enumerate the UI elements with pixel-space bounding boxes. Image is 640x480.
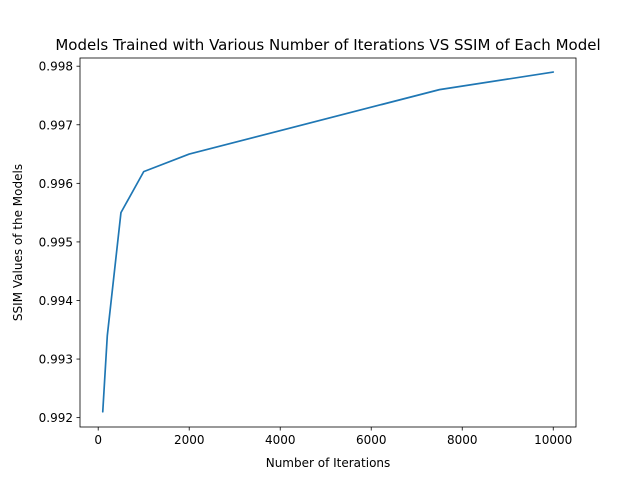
x-tick-label: 6000 — [356, 433, 387, 447]
y-tick-label: 0.996 — [39, 177, 73, 191]
series-line — [101, 71, 555, 413]
y-axis-label: SSIM Values of the Models — [11, 164, 25, 321]
y-tick-label: 0.994 — [39, 294, 73, 308]
x-axis-label: Number of Iterations — [266, 456, 391, 470]
chart-title: Models Trained with Various Number of It… — [55, 36, 600, 54]
y-tick-label: 0.993 — [39, 353, 73, 367]
x-tick-label: 0 — [94, 433, 102, 447]
y-tick-label: 0.995 — [39, 235, 73, 249]
x-axis: 0 2000 4000 6000 8000 10000 — [94, 427, 572, 447]
x-tick-label: 4000 — [265, 433, 296, 447]
y-tick-label: 0.998 — [39, 60, 73, 74]
x-tick-label: 8000 — [447, 433, 478, 447]
plot-area — [101, 71, 555, 413]
y-tick-label: 0.992 — [39, 411, 73, 425]
plot-frame — [79, 57, 577, 428]
x-tick-label: 10000 — [534, 433, 572, 447]
y-axis: 0.992 0.993 0.994 0.995 0.996 0.997 0.998 — [39, 60, 80, 425]
y-tick-label: 0.997 — [39, 118, 73, 132]
x-tick-label: 2000 — [174, 433, 205, 447]
